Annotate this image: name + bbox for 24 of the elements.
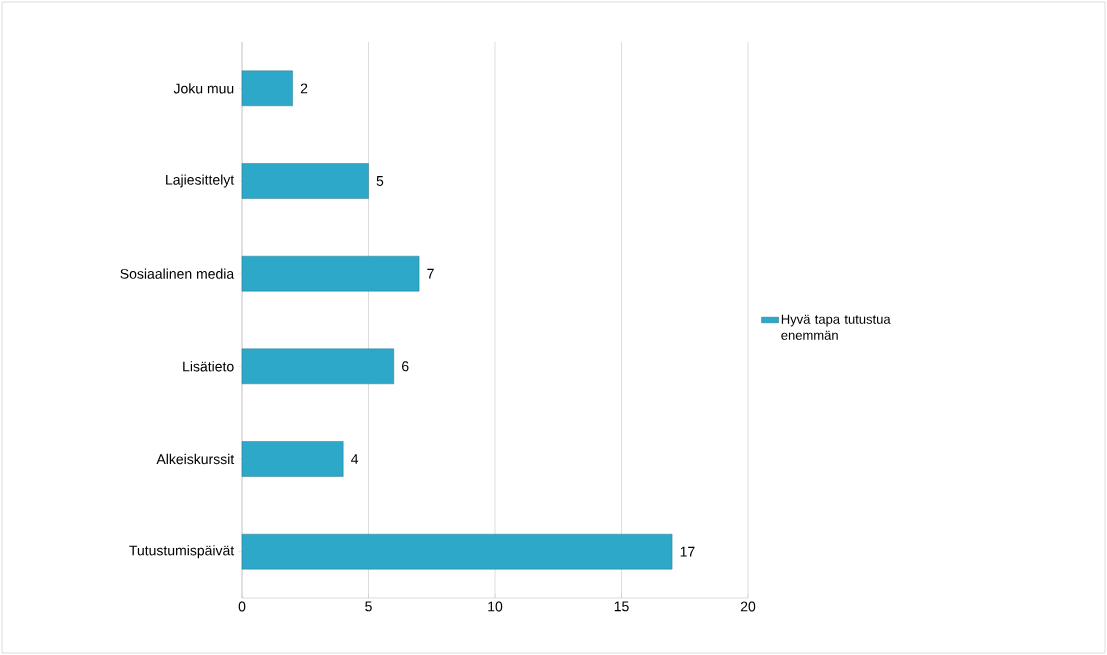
bar (241, 348, 395, 385)
x-tick-label: 0 (238, 601, 246, 612)
data-label: 6 (402, 361, 409, 372)
data-label: 7 (427, 268, 434, 279)
data-label: 4 (351, 454, 359, 464)
bar (241, 533, 673, 570)
x-tick-label: 10 (488, 601, 503, 612)
x-tick-label: 5 (365, 601, 372, 612)
y-tick-label: Tutustumispäivät (129, 545, 235, 559)
data-label: 2 (300, 83, 308, 94)
bar (241, 441, 344, 477)
y-tick-label: Joku muu (173, 83, 234, 94)
y-tick-label: Sosiaalinen media (120, 268, 235, 279)
y-tick-label: Lisätieto (183, 361, 234, 372)
data-label: 17 (680, 546, 695, 557)
x-tick-label: 15 (614, 601, 629, 612)
y-tick-label: Lajiesittelyt (166, 174, 235, 188)
bar (241, 70, 293, 107)
legend-label: Hyvä tapa tutustua enemmän (781, 314, 891, 340)
y-tick-label: Alkeiskurssit (156, 453, 235, 465)
x-tick-label: 20 (740, 601, 756, 612)
bar (241, 163, 369, 199)
data-label: 5 (376, 176, 384, 186)
bar (241, 255, 420, 292)
